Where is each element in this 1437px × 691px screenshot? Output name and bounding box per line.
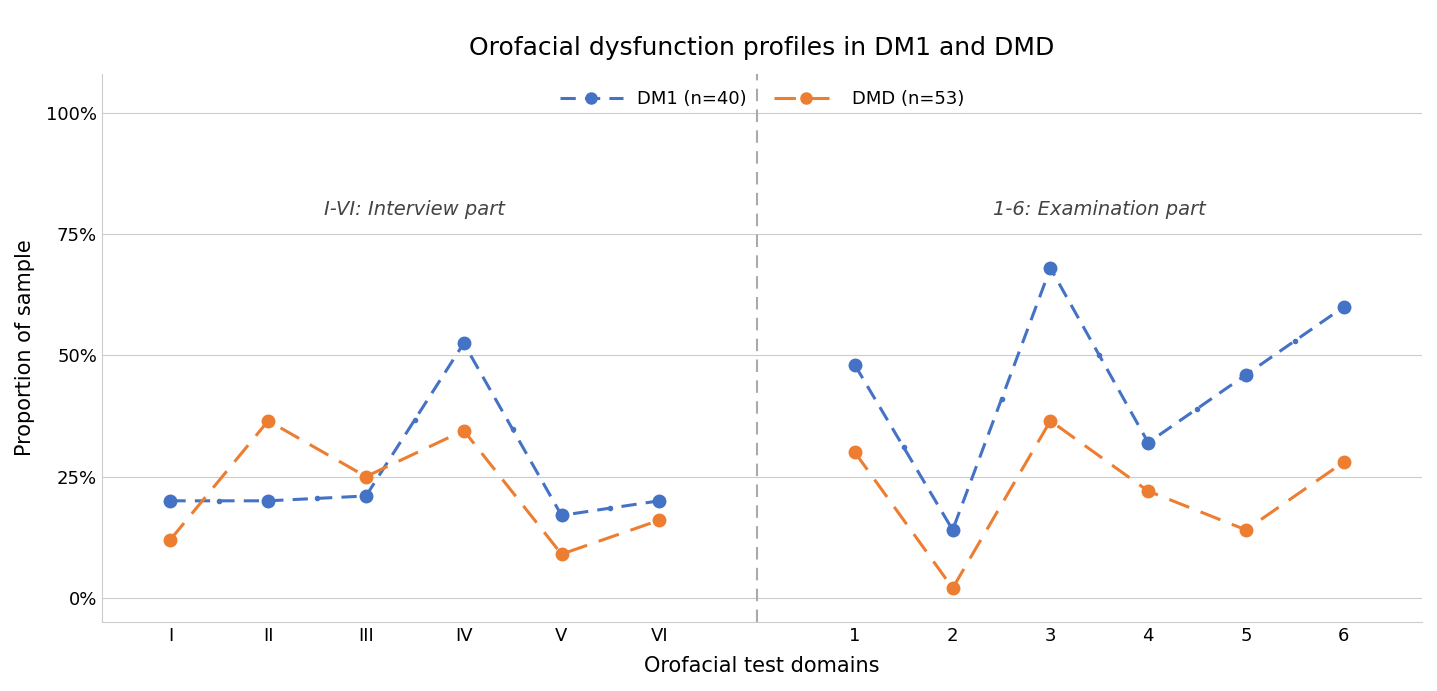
Y-axis label: Proportion of sample: Proportion of sample: [14, 240, 34, 457]
Title: Orofacial dysfunction profiles in DM1 and DMD: Orofacial dysfunction profiles in DM1 an…: [470, 36, 1055, 59]
Text: 1-6: Examination part: 1-6: Examination part: [993, 200, 1206, 220]
Text: I-VI: Interview part: I-VI: Interview part: [325, 200, 506, 220]
Legend: DM1 (n=40), DMD (n=53): DM1 (n=40), DMD (n=53): [553, 83, 971, 115]
X-axis label: Orofacial test domains: Orofacial test domains: [644, 656, 879, 676]
